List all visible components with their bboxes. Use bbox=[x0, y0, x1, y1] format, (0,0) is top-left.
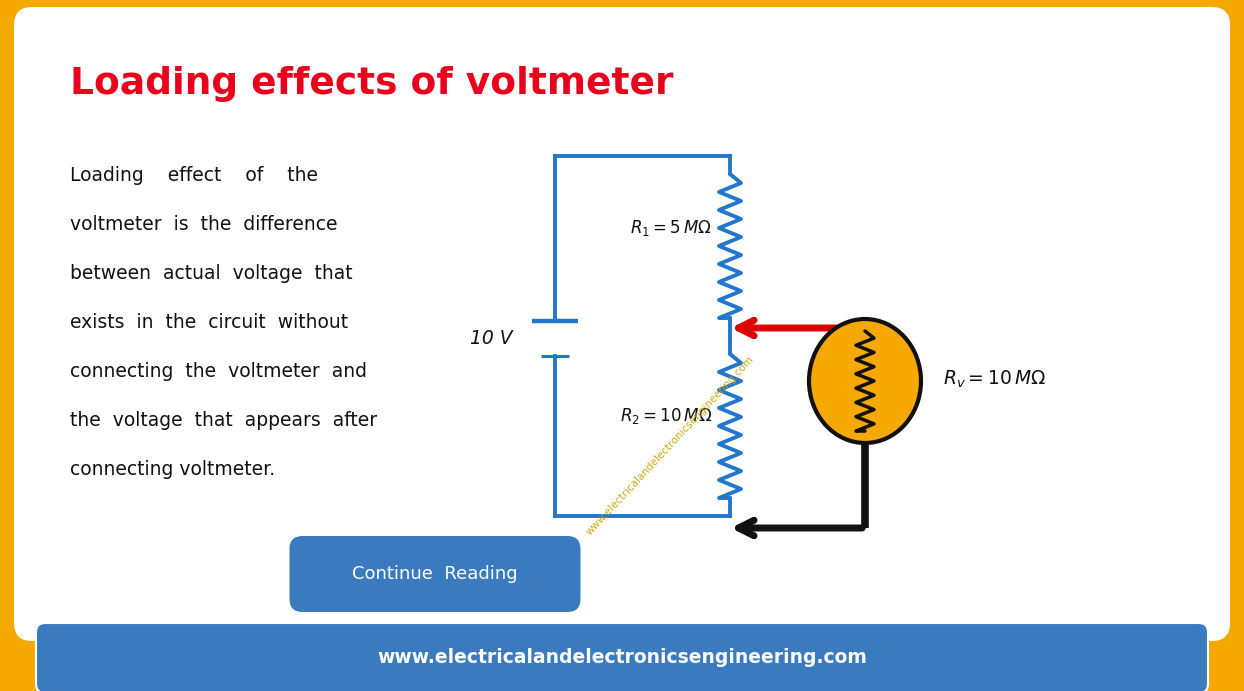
Text: $R_1 = 5\,M\Omega$: $R_1 = 5\,M\Omega$ bbox=[631, 218, 712, 238]
FancyBboxPatch shape bbox=[36, 623, 1208, 691]
Text: www.electricalandelectronicsengineering.com: www.electricalandelectronicsengineering.… bbox=[377, 648, 867, 667]
Text: Continue  Reading: Continue Reading bbox=[352, 565, 518, 583]
Text: $R_v = 10\,M\Omega$: $R_v = 10\,M\Omega$ bbox=[943, 368, 1046, 390]
Text: Loading    effect    of    the: Loading effect of the bbox=[70, 166, 318, 185]
Text: the  voltage  that  appears  after: the voltage that appears after bbox=[70, 411, 377, 430]
Text: between  actual  voltage  that: between actual voltage that bbox=[70, 264, 352, 283]
Text: Loading effects of voltmeter: Loading effects of voltmeter bbox=[70, 66, 673, 102]
Text: connecting  the  voltmeter  and: connecting the voltmeter and bbox=[70, 362, 367, 381]
Text: $R_2 = 10\,M\Omega$: $R_2 = 10\,M\Omega$ bbox=[620, 406, 712, 426]
Text: www.electricalandelectronicsengineering.com: www.electricalandelectronicsengineering.… bbox=[585, 354, 756, 538]
Ellipse shape bbox=[809, 319, 921, 443]
FancyBboxPatch shape bbox=[290, 536, 581, 612]
Text: connecting voltmeter.: connecting voltmeter. bbox=[70, 460, 275, 479]
Text: 10 V: 10 V bbox=[470, 328, 513, 348]
FancyBboxPatch shape bbox=[14, 7, 1230, 641]
Text: exists  in  the  circuit  without: exists in the circuit without bbox=[70, 313, 348, 332]
Text: voltmeter  is  the  difference: voltmeter is the difference bbox=[70, 215, 337, 234]
